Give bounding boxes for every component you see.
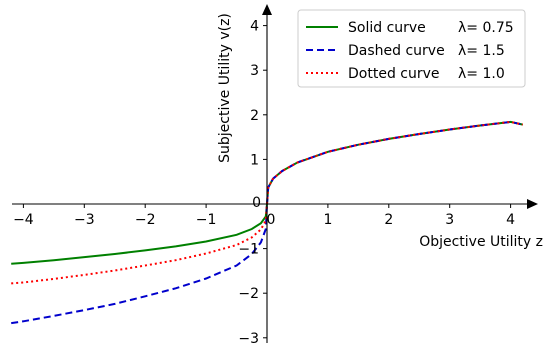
legend-lambda: λ= 1.5 bbox=[458, 43, 505, 59]
y-tick-label: 3 bbox=[250, 63, 259, 79]
x-tick-label: −3 bbox=[74, 212, 95, 228]
x-tick-label: 1 bbox=[323, 212, 332, 228]
x-tick-label: 0 bbox=[252, 195, 261, 211]
y-axis-title: Subjective Utility v(z) bbox=[217, 13, 233, 163]
y-tick-label: −1 bbox=[238, 242, 259, 258]
y-tick-label: 2 bbox=[250, 108, 259, 124]
legend-label: Solid curve bbox=[348, 20, 426, 36]
y-tick-label: 1 bbox=[250, 152, 259, 168]
x-tick-label: 2 bbox=[384, 212, 393, 228]
legend-lambda: λ= 0.75 bbox=[458, 20, 514, 36]
legend-label: Dotted curve bbox=[348, 66, 440, 82]
x-tick-label: 0 bbox=[267, 212, 276, 228]
series-line-dotted bbox=[11, 120, 524, 285]
x-axis-title: Objective Utility z bbox=[419, 234, 543, 250]
x-tick-label: 4 bbox=[506, 212, 515, 228]
x-tick-label: 3 bbox=[445, 212, 454, 228]
legend-label: Dashed curve bbox=[348, 43, 445, 59]
y-tick-label: 4 bbox=[250, 19, 259, 35]
axes-layer bbox=[12, 4, 538, 343]
ticks-layer: −4 −3 −2 −1 00 1 2 3 4 −3 −2 −1 1 2 3 4 bbox=[13, 19, 515, 347]
x-tick-label: −2 bbox=[135, 212, 156, 228]
y-tick-label: −3 bbox=[238, 331, 259, 347]
x-tick-label: −1 bbox=[196, 212, 217, 228]
x-axis-arrow bbox=[527, 199, 538, 209]
legend-lambda: λ= 1.0 bbox=[458, 66, 505, 82]
legend: Solid curve λ= 0.75 Dashed curve λ= 1.5 Dott… bbox=[297, 9, 526, 88]
legend-box bbox=[297, 9, 526, 88]
x-tick-label: −4 bbox=[13, 212, 34, 228]
y-axis-arrow bbox=[262, 4, 272, 15]
y-tick-label: −2 bbox=[238, 286, 259, 302]
